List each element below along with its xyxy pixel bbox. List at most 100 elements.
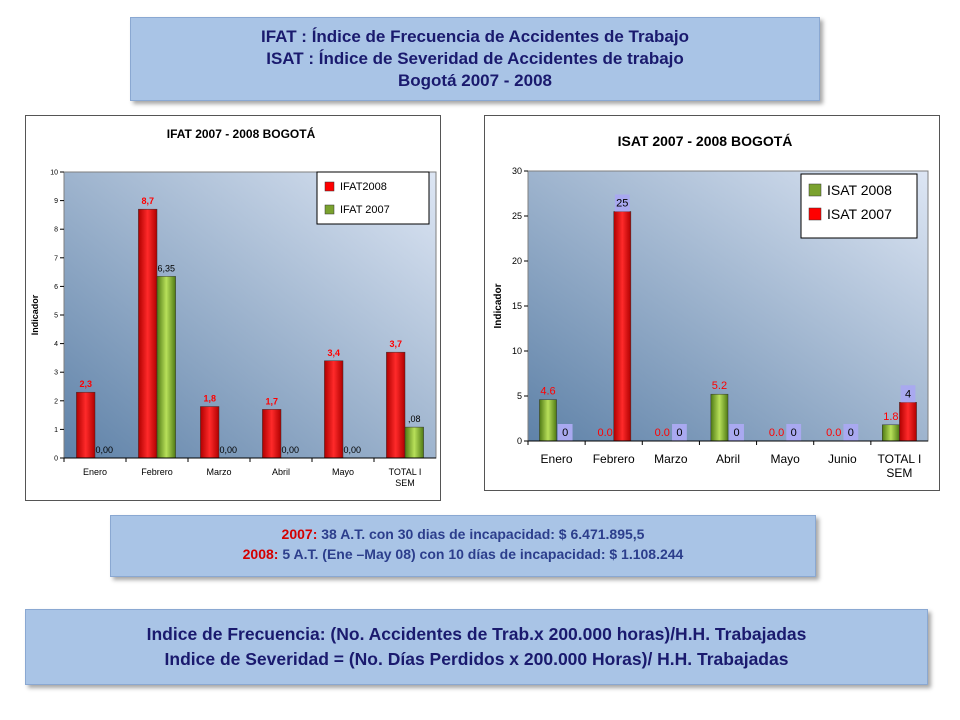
bar-red — [386, 351, 406, 459]
data-label: 5.2 — [712, 380, 727, 392]
data-label: 0 — [848, 427, 854, 439]
legend-box — [316, 171, 430, 225]
y-tick-label: 10 — [512, 346, 522, 356]
cost-text-2008: 5 A.T. (Ene –May 08) con 10 días de inca… — [278, 546, 684, 562]
title-line-1: IFAT : Índice de Frecuencia de Accidente… — [261, 27, 689, 46]
bar-green — [404, 426, 424, 459]
title-panel: IFAT : Índice de Frecuencia de Accidente… — [130, 17, 820, 101]
data-label: 1,7 — [265, 396, 278, 406]
x-tick-label: Junio — [828, 452, 857, 466]
x-tick-label: Marzo — [654, 452, 688, 466]
x-tick-label: Abril — [272, 467, 290, 477]
x-tick-label: Febrero — [141, 467, 173, 477]
formula-panel: Indice de Frecuencia: (No. Accidentes de… — [25, 609, 928, 685]
y-tick-label: 6 — [54, 284, 58, 291]
y-tick-label: 20 — [512, 256, 522, 266]
x-tick-label: Mayo — [770, 452, 800, 466]
ifat-chart-svg: IFAT 2007 - 2008 BOGOTÁ 0 1 2 3 4 5 6 7 8 9 10 Indic… — [30, 126, 437, 488]
y-axis-label: Indicador — [30, 294, 40, 335]
x-tick-label: Marzo — [206, 467, 231, 477]
chart-title: IFAT 2007 - 2008 BOGOTÁ — [167, 126, 316, 141]
formula-frequency: Indice de Frecuencia: (No. Accidentes de… — [146, 624, 807, 644]
y-tick-label: 7 — [54, 255, 58, 262]
bar-red — [613, 211, 632, 442]
x-tick-label: TOTAL I — [389, 467, 422, 477]
y-tick-label: 10 — [50, 169, 58, 176]
y-tick-label: 9 — [54, 198, 58, 205]
y-tick-label: 30 — [512, 166, 522, 176]
chart-title: ISAT 2007 - 2008 BOGOTÁ — [618, 133, 793, 149]
data-label-box — [729, 424, 744, 441]
data-label: 4.6 — [540, 386, 555, 398]
x-tick-label: Enero — [83, 467, 107, 477]
data-label: 0,00 — [220, 445, 238, 455]
data-label: 8,7 — [141, 196, 154, 206]
bar-red — [138, 208, 158, 459]
data-label-box — [614, 194, 630, 212]
data-label: 0.0 — [597, 427, 612, 439]
data-label: 0.0 — [769, 427, 784, 439]
title-line-2: ISAT : Índice de Severidad de Accidentes… — [266, 49, 684, 68]
data-label: 0 — [562, 427, 568, 439]
y-tick-label: 0 — [517, 436, 522, 446]
data-label: 0,00 — [344, 445, 362, 455]
data-label: 1.8 — [883, 411, 898, 423]
bar-green — [882, 424, 900, 442]
x-tick-label: SEM — [395, 478, 415, 488]
y-tick-label: 2 — [54, 398, 58, 405]
cost-year-2008: 2008: — [242, 546, 279, 562]
cost-year-2007: 2007: — [281, 526, 318, 542]
cost-panel: 2007: 38 A.T. con 30 dias de incapacidad… — [110, 515, 816, 577]
legend-label: IFAT2008 — [340, 181, 387, 193]
formula-severity: Indice de Severidad = (No. Días Perdidos… — [164, 649, 789, 669]
bar-green — [710, 393, 729, 442]
data-label: 6,35 — [158, 263, 176, 273]
isat-chart: ISAT 2007 - 2008 BOGOTÁ 0 5 10 15 20 25 30 Indic… — [484, 115, 940, 491]
data-label: ,08 — [408, 414, 421, 424]
y-axis-label: Indicador — [493, 283, 504, 328]
bar-red — [899, 402, 917, 442]
data-label-box — [900, 385, 916, 403]
cost-line-2008: 2008: 5 A.T. (Ene –May 08) con 10 días d… — [111, 544, 815, 564]
bar-red — [76, 391, 96, 459]
cost-line-2007: 2007: 38 A.T. con 30 dias de incapacidad… — [111, 524, 815, 544]
legend-swatch-red — [324, 181, 335, 192]
y-tick-label: 8 — [54, 227, 58, 234]
bar-red — [200, 406, 220, 459]
y-tick-label: 25 — [512, 211, 522, 221]
x-tick-label: Febrero — [593, 452, 635, 466]
bar-green — [156, 276, 176, 459]
data-label-box — [557, 424, 573, 441]
y-tick-label: 0 — [54, 455, 58, 462]
x-tick-label: Enero — [541, 452, 573, 466]
bar-red — [262, 409, 282, 459]
legend-label: IFAT 2007 — [340, 204, 390, 216]
data-label: 0 — [676, 427, 682, 439]
data-label: 0.0 — [655, 427, 670, 439]
data-label: 25 — [616, 198, 628, 210]
cost-text-2007: 38 A.T. con 30 dias de incapacidad: $ 6.… — [317, 526, 645, 542]
y-tick-label: 5 — [54, 312, 58, 319]
y-tick-label: 5 — [517, 391, 522, 401]
y-tick-label: 4 — [54, 341, 58, 348]
ifat-chart: IFAT 2007 - 2008 BOGOTÁ 0 1 2 3 4 5 6 7 8 9 10 Indic… — [25, 115, 441, 501]
x-tick-label: Mayo — [332, 467, 354, 477]
y-tick-label: 1 — [54, 427, 58, 434]
data-label: 3,4 — [327, 348, 340, 358]
y-tick-label: 15 — [512, 301, 522, 311]
x-tick-label: TOTAL I — [878, 452, 922, 466]
data-label: 0 — [791, 427, 797, 439]
data-label: 0,00 — [96, 445, 114, 455]
legend-swatch-green — [808, 183, 822, 197]
data-label: 0 — [734, 427, 740, 439]
y-tick-label: 3 — [54, 370, 58, 377]
data-label: 4 — [905, 388, 911, 400]
data-label: 1,8 — [203, 394, 216, 404]
data-label: 0.0 — [826, 427, 841, 439]
data-label-box — [786, 424, 802, 441]
x-tick-label: SEM — [886, 466, 912, 480]
isat-chart-svg: ISAT 2007 - 2008 BOGOTÁ 0 5 10 15 20 25 30 Indic… — [493, 133, 929, 480]
data-label: 3,7 — [389, 339, 402, 349]
legend-swatch-red — [808, 207, 822, 221]
title-line-3: Bogotá 2007 - 2008 — [397, 71, 552, 90]
